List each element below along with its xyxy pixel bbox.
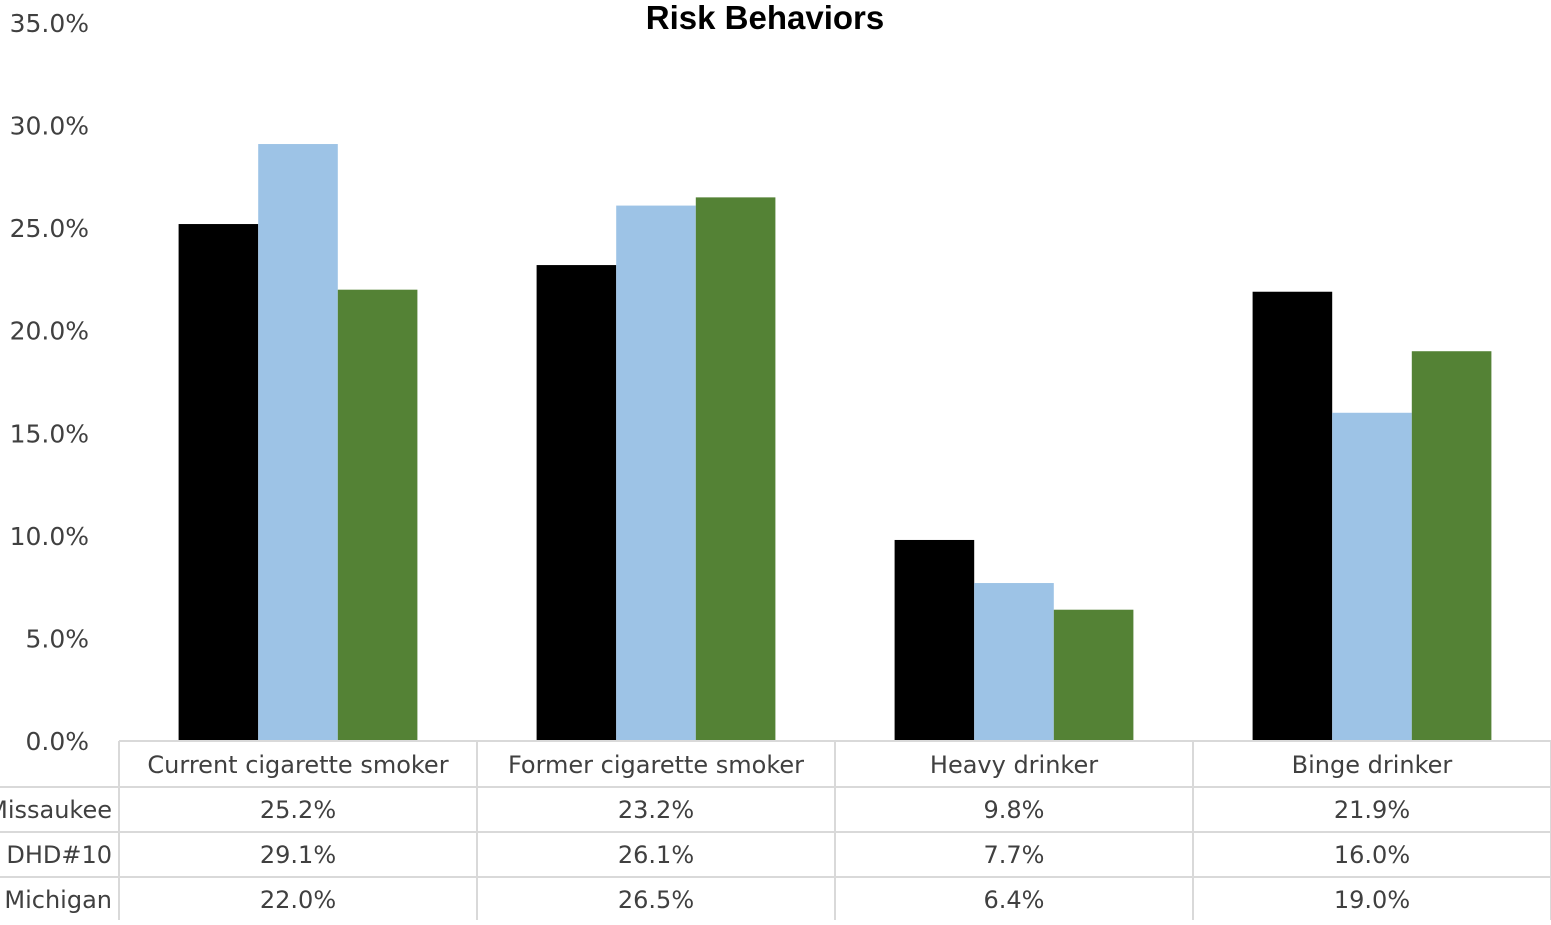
- data-label: 23.2%: [618, 796, 694, 824]
- bar-missaukee: [536, 265, 617, 741]
- legend-entry: DHD#10: [6, 841, 112, 869]
- data-label: 21.9%: [1334, 796, 1410, 824]
- bar-dhd-10: [616, 205, 696, 741]
- data-label: 6.4%: [984, 886, 1045, 914]
- x-tick-label: Current cigarette smoker: [147, 751, 448, 779]
- y-tick-label: 5.0%: [25, 624, 89, 653]
- data-label: 7.7%: [984, 841, 1045, 869]
- y-tick-label: 25.0%: [10, 214, 89, 243]
- x-tick-label: Heavy drinker: [930, 751, 1098, 779]
- data-label: 26.5%: [618, 886, 694, 914]
- data-label: 22.0%: [260, 886, 336, 914]
- bar-missaukee: [894, 539, 975, 741]
- bar-dhd-10: [974, 583, 1054, 741]
- bar-missaukee: [178, 224, 259, 742]
- data-table: Current cigarette smoker Former cigarette…: [0, 740, 1551, 920]
- y-tick-label: 30.0%: [10, 112, 89, 141]
- x-tick-label: Former cigarette smoker: [508, 751, 804, 779]
- data-label: 19.0%: [1334, 886, 1410, 914]
- chart-title: Risk Behaviors: [646, 0, 884, 36]
- legend-entry: Missaukee: [0, 796, 112, 824]
- bar-michigan: [1411, 351, 1492, 741]
- bar-michigan: [695, 197, 776, 741]
- y-axis: 0.0% 5.0% 10.0% 15.0% 20.0% 25.0% 30.0% 35.0%: [10, 9, 89, 756]
- bar-michigan: [1053, 609, 1134, 741]
- bar-dhd-10: [258, 144, 338, 741]
- y-tick-label: 15.0%: [10, 419, 89, 448]
- data-label: 25.2%: [260, 796, 336, 824]
- bar-michigan: [337, 289, 418, 741]
- plot-area: [178, 144, 1492, 742]
- y-tick-label: 20.0%: [10, 317, 89, 346]
- bar-dhd-10: [1332, 412, 1412, 741]
- data-label: 9.8%: [984, 796, 1045, 824]
- y-tick-label: 10.0%: [10, 522, 89, 551]
- x-tick-label: Binge drinker: [1292, 751, 1453, 779]
- data-label: 16.0%: [1334, 841, 1410, 869]
- y-tick-label: 0.0%: [25, 727, 89, 756]
- data-label: 26.1%: [618, 841, 694, 869]
- legend-entry: Michigan: [4, 886, 112, 914]
- bar-missaukee: [1252, 291, 1333, 741]
- data-label: 29.1%: [260, 841, 336, 869]
- y-tick-label: 35.0%: [10, 9, 89, 38]
